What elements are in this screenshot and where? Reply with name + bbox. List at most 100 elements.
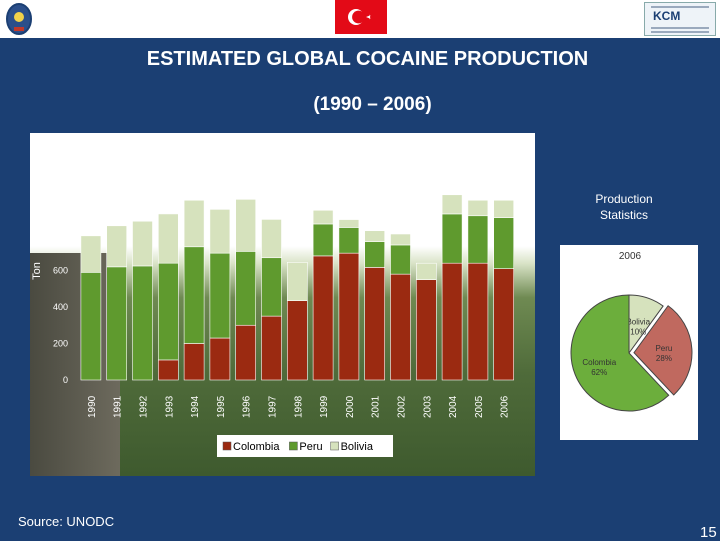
x-tick-label: 1993 — [164, 395, 175, 418]
x-tick-label: 1995 — [216, 395, 227, 418]
police-emblem-icon — [6, 3, 32, 35]
y-tick-label: 200 — [53, 339, 68, 349]
y-tick-label: 0 — [63, 375, 68, 385]
page-number: 15 — [700, 524, 717, 541]
bar-bolivia-1998 — [286, 261, 308, 301]
bar-colombia-2001 — [364, 267, 386, 381]
x-tick-label: 2004 — [448, 395, 459, 418]
bar-bolivia-2006 — [493, 199, 515, 218]
legend-swatch-bolivia — [330, 441, 339, 451]
production-statistics-label: Production Statistics — [560, 191, 688, 223]
pie-value-peru: 28% — [656, 354, 672, 363]
bar-bolivia-1993 — [158, 213, 179, 264]
bar-bolivia-1990 — [80, 235, 102, 273]
bar-peru-1991 — [106, 266, 127, 381]
x-tick-label: 1998 — [293, 395, 304, 418]
legend-swatch-peru — [289, 441, 298, 451]
bar-peru-2002 — [390, 244, 411, 275]
bar-bolivia-2003 — [415, 262, 437, 280]
bar-peru-2005 — [467, 215, 489, 264]
bar-colombia-1996 — [235, 324, 256, 381]
x-tick-label: 2000 — [345, 395, 356, 418]
pie-slice-peru — [633, 305, 693, 396]
bar-bolivia-1994 — [183, 199, 205, 248]
bar-bolivia-1991 — [106, 225, 127, 268]
bar-peru-2001 — [364, 241, 386, 268]
x-tick-label: 1999 — [319, 395, 330, 418]
bar-peru-2000 — [338, 227, 360, 254]
pie-value-colombia: 62% — [591, 368, 607, 377]
y-tick-label: 400 — [53, 302, 68, 312]
y-tick-label: 1,000 — [45, 193, 68, 203]
bar-colombia-1994 — [183, 343, 205, 381]
bar-peru-1997 — [261, 257, 282, 317]
x-tick-label: 2005 — [474, 395, 485, 418]
y-tick-label: 1,200 — [45, 156, 68, 166]
pie-card: 2006 Bolivia 10% Peru 28% Colombia 62% — [560, 245, 698, 440]
source-note: Source: UNODC — [18, 514, 115, 529]
x-tick-label: 1990 — [87, 395, 98, 418]
bar-bolivia-2001 — [364, 230, 386, 242]
bar-bolivia-2002 — [390, 233, 411, 246]
x-tick-label: 1992 — [139, 395, 150, 418]
x-tick-label: 2003 — [422, 395, 433, 418]
bar-peru-2004 — [441, 213, 463, 264]
pie-value-bolivia: 10% — [630, 327, 646, 336]
bar-peru-1994 — [183, 246, 205, 344]
bar-colombia-2004 — [441, 262, 463, 381]
bar-colombia-2005 — [467, 262, 489, 381]
bar-peru-1992 — [132, 265, 153, 381]
background-tree-trunk — [30, 253, 120, 476]
x-tick-label: 1994 — [190, 395, 201, 418]
x-tick-label: 1997 — [268, 395, 279, 418]
pie-title: 2006 — [619, 251, 642, 262]
legend-swatch-colombia — [222, 441, 232, 451]
bar-colombia-1998 — [286, 300, 308, 381]
bar-bolivia-1992 — [132, 220, 153, 267]
bar-colombia-1993 — [158, 359, 179, 381]
bar-colombia-2003 — [415, 279, 437, 381]
chart-panel: 0 200 400 600 800 1,000 1,200 1990 1991 1992 1993… — [30, 133, 535, 476]
x-tick-label: 2001 — [371, 395, 382, 418]
bar-colombia-2002 — [390, 273, 411, 381]
bar-peru-1999 — [312, 223, 334, 257]
bar-peru-1990 — [80, 272, 102, 381]
y-tick-label: 800 — [53, 229, 68, 239]
bar-colombia-1999 — [312, 255, 334, 381]
bar-colombia-1997 — [261, 315, 282, 381]
y-axis-label: Ton — [31, 262, 43, 280]
bar-peru-1993 — [158, 262, 179, 361]
x-tick-label: 2006 — [500, 395, 511, 418]
y-tick-label: 600 — [53, 266, 68, 276]
bar-colombia-2006 — [493, 268, 515, 381]
pie-label-bolivia: Bolivia — [626, 317, 650, 326]
production-label-line2: Statistics — [599, 208, 648, 222]
legend-label-peru: Peru — [299, 441, 322, 453]
legend-label-colombia: Colombia — [233, 441, 280, 453]
bar-bolivia-2000 — [338, 219, 360, 228]
bar-peru-1996 — [235, 251, 256, 326]
page-subtitle: (1990 – 2006) — [313, 94, 432, 115]
stacked-bar-chart: 0 200 400 600 800 1,000 1,200 1990 1991 1992 1993… — [31, 156, 515, 457]
bar-bolivia-1999 — [312, 209, 334, 225]
bar-peru-1995 — [209, 252, 231, 339]
chart-legend: Colombia Peru Bolivia — [217, 435, 393, 457]
bar-bolivia-2005 — [467, 199, 489, 217]
page-title: ESTIMATED GLOBAL COCAINE PRODUCTION — [146, 48, 589, 70]
top-banner: KCM — [0, 0, 720, 38]
bar-colombia-1995 — [209, 337, 231, 381]
pie-label-peru: Peru — [655, 344, 672, 353]
bar-bolivia-1995 — [209, 209, 231, 254]
bar-bolivia-2004 — [441, 194, 463, 215]
bar-colombia-2000 — [338, 252, 360, 381]
bar-bolivia-1997 — [261, 219, 282, 259]
kcm-logo-text: KCM — [653, 9, 681, 23]
production-label-line1: Production — [595, 192, 653, 206]
bar-bolivia-1996 — [235, 199, 256, 252]
turkish-flag-icon — [335, 0, 387, 34]
pie-slice-colombia — [570, 294, 670, 412]
legend-label-bolivia: Bolivia — [341, 441, 374, 453]
x-tick-label: 2002 — [397, 395, 408, 418]
x-tick-label: 1991 — [113, 395, 124, 418]
